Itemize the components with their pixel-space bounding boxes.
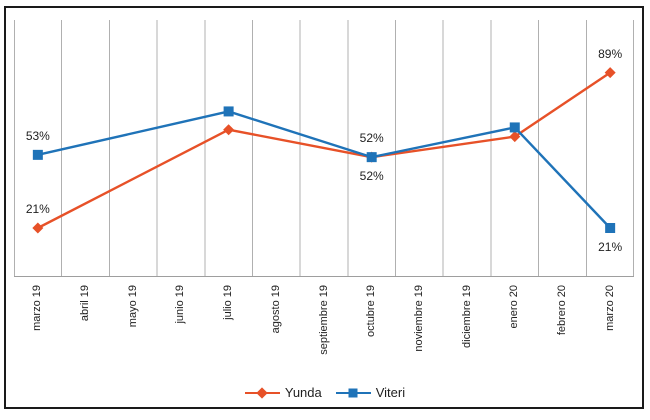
legend-label-yunda: Yunda xyxy=(284,385,322,400)
data-label: 21% xyxy=(25,202,50,216)
marker-square-icon xyxy=(605,223,616,233)
data-label: 21% xyxy=(598,240,623,254)
marker-square-icon xyxy=(32,149,43,160)
x-tick-label: abril 19 xyxy=(79,285,92,322)
x-tick-label: febrero 20 xyxy=(555,285,568,336)
x-tick-label: enero 20 xyxy=(508,285,521,329)
data-label: 53% xyxy=(25,128,50,143)
marker-diamond-icon xyxy=(509,131,521,143)
viteri-legend-swatch xyxy=(335,387,371,399)
legend-item-yunda[interactable]: Yunda xyxy=(244,385,322,400)
x-tick-label: septiembre 19 xyxy=(317,285,330,355)
marker-diamond-icon xyxy=(32,222,44,234)
legend-item-viteri[interactable]: Viteri xyxy=(335,385,406,400)
marker-diamond-icon xyxy=(223,124,235,136)
x-tick-label: octubre 19 xyxy=(365,285,378,337)
series-line-yunda xyxy=(37,71,611,230)
marker-square-icon xyxy=(366,152,377,163)
x-tick-label: noviembre 19 xyxy=(412,285,425,352)
marker-diamond-icon xyxy=(604,67,616,79)
x-tick-label: julio 19 xyxy=(222,285,235,320)
data-label: 52% xyxy=(359,169,384,184)
x-tick-label: junio 19 xyxy=(174,285,187,324)
x-tick-label: diciembre 19 xyxy=(460,285,473,348)
x-tick-label: marzo 19 xyxy=(31,285,44,331)
marker-square-icon xyxy=(509,122,520,133)
data-label: 89% xyxy=(598,46,623,61)
yunda-legend-swatch xyxy=(244,386,280,399)
x-tick-label: marzo 20 xyxy=(603,285,616,331)
plot-area xyxy=(14,20,634,278)
viteri-square-icon xyxy=(348,388,358,397)
yunda-diamond-icon xyxy=(256,386,269,399)
legend-label-viteri: Viteri xyxy=(375,385,406,400)
legend: Yunda Viteri xyxy=(0,385,650,400)
data-label: 52% xyxy=(359,131,384,146)
marker-square-icon xyxy=(223,106,234,117)
x-tick-label: mayo 19 xyxy=(126,285,139,328)
x-tick-label: agosto 19 xyxy=(269,285,282,334)
